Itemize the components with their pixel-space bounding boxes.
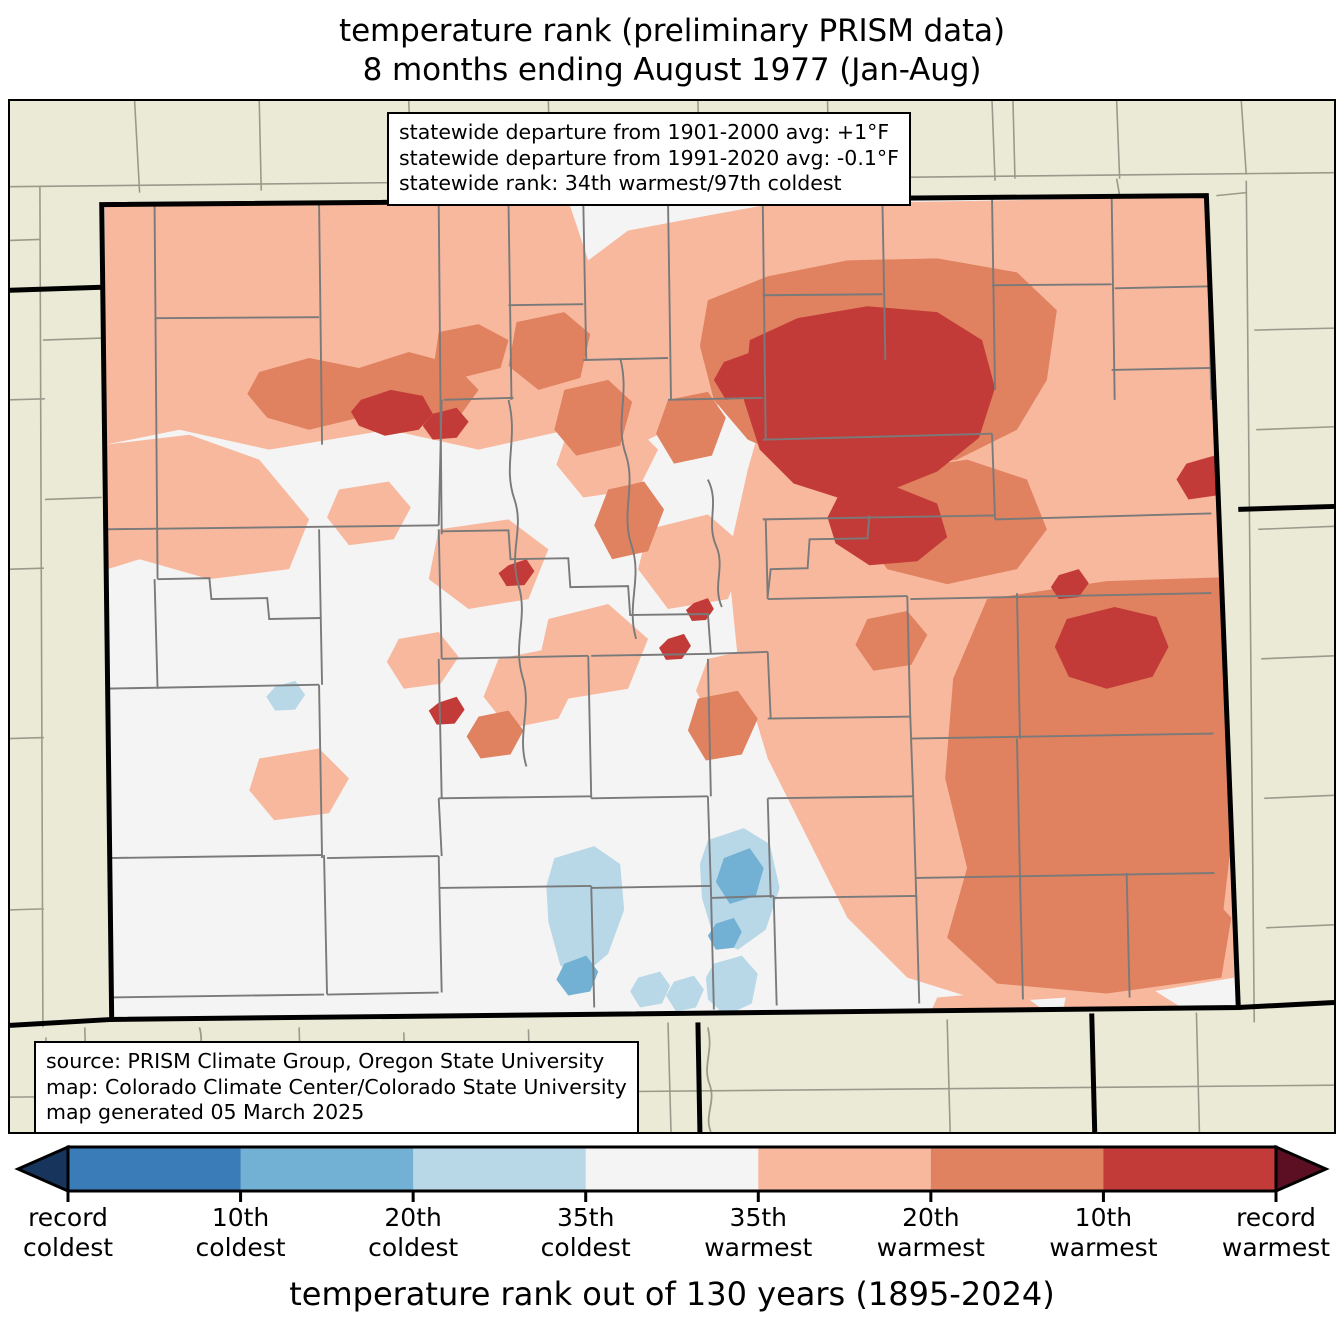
- source-attribution-box: source: PRISM Climate Group, Oregon Stat…: [34, 1041, 639, 1132]
- colorbar-tick-label: 20th coldest: [368, 1203, 459, 1262]
- colorbar-bands: [68, 1147, 1277, 1191]
- colorbar-tick-label: 10th warmest: [1049, 1203, 1158, 1262]
- colorbar-band: [585, 1147, 759, 1191]
- stats-line-3: statewide rank: 34th warmest/97th coldes…: [399, 171, 842, 195]
- colorbar-outline: [66, 1145, 1278, 1193]
- colorbar-ticks: [66, 1191, 1278, 1202]
- colorbar-arrow-high: [1274, 1144, 1330, 1194]
- colorbar-tick-label: record warmest: [1221, 1203, 1331, 1262]
- rank-class-35th-coldest: [266, 680, 780, 1020]
- colorbar: [0, 1143, 1344, 1203]
- statewide-stats-box: statewide departure from 1901-2000 avg: …: [387, 112, 911, 206]
- colorbar-tick-labels: record coldest 10th coldest 20th coldest 35th c…: [0, 1203, 1344, 1267]
- colorbar-tick-label: 10th coldest: [195, 1203, 286, 1262]
- colorbar-band: [413, 1147, 587, 1191]
- source-line-2: map: Colorado Climate Center/Colorado St…: [46, 1074, 627, 1099]
- colorbar-band: [1103, 1147, 1277, 1191]
- colorado-county-lines: [101, 195, 1215, 1010]
- state-interior: [101, 195, 1239, 1020]
- colorbar-tick-label: 35th warmest: [704, 1203, 813, 1262]
- stats-line-1: statewide departure from 1901-2000 avg: …: [399, 120, 890, 144]
- colorado-temperature-rank-map: [10, 101, 1334, 1132]
- title-line-1: temperature rank (preliminary PRISM data…: [339, 13, 1005, 49]
- colorbar-band: [930, 1147, 1105, 1191]
- title-line-2: 8 months ending August 1977 (Jan-Aug): [362, 52, 982, 88]
- rank-class-10th-warmest: [350, 306, 1229, 725]
- colorbar-band: [758, 1147, 932, 1191]
- colorbar-svg: [14, 1144, 1330, 1202]
- colorbar-tick-label: 20th warmest: [876, 1203, 985, 1262]
- rank-class-20th-coldest: [556, 848, 764, 996]
- neighbor-state-lines: [10, 284, 1334, 1132]
- map-figure: statewide departure from 1901-2000 avg: …: [8, 99, 1336, 1134]
- colorbar-caption: temperature rank out of 130 years (1895-…: [289, 1275, 1055, 1313]
- source-line-1: source: PRISM Climate Group, Oregon Stat…: [46, 1049, 605, 1073]
- colorbar-arrow-low: [14, 1144, 70, 1194]
- page-title: temperature rank (preliminary PRISM data…: [0, 0, 1344, 90]
- colorbar-tick-label: 35th coldest: [540, 1203, 631, 1262]
- stats-line-2: statewide departure from 1991-2020 avg: …: [399, 145, 899, 170]
- source-line-3: map generated 05 March 2025: [46, 1100, 365, 1124]
- colorbar-band: [240, 1147, 414, 1191]
- colorbar-band: [68, 1147, 242, 1191]
- colorbar-tick-label: record coldest: [22, 1203, 114, 1262]
